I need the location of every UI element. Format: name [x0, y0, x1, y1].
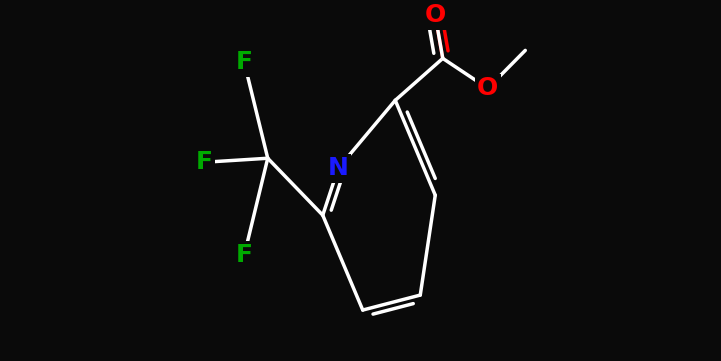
Text: F: F: [236, 51, 253, 74]
Text: N: N: [328, 156, 349, 180]
Text: O: O: [425, 4, 446, 27]
Text: F: F: [195, 150, 213, 174]
Text: O: O: [477, 76, 498, 100]
Text: F: F: [236, 243, 253, 267]
